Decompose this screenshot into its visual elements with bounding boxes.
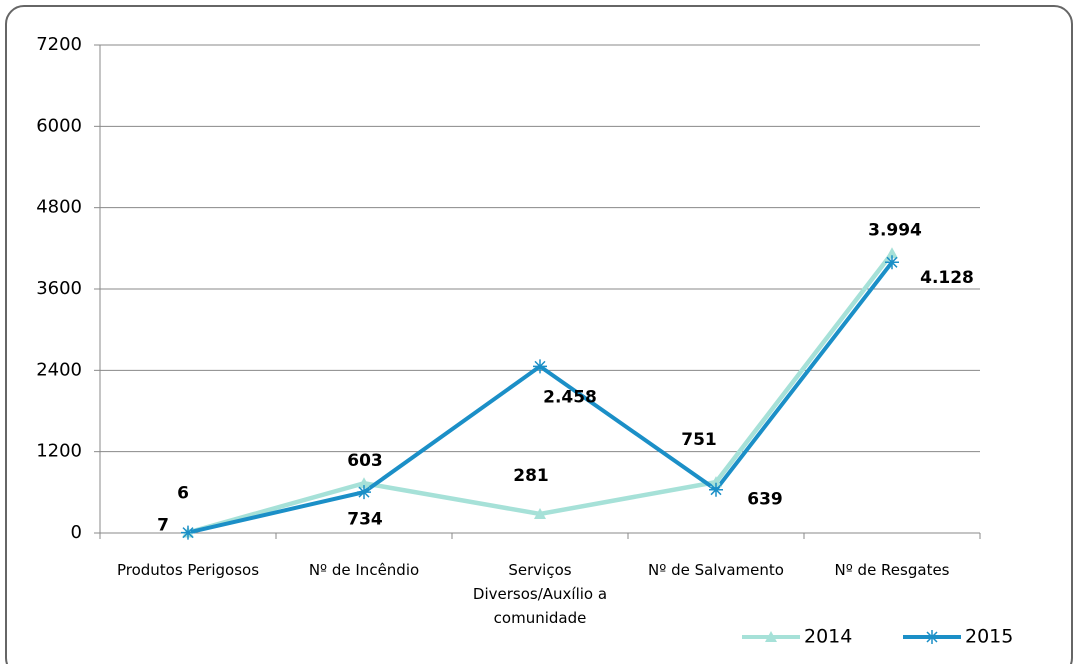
marker	[533, 359, 547, 374]
x-tick-label: Serviços Diversos/Auxílio a comunidade	[472, 561, 608, 627]
marker	[885, 255, 899, 270]
x-tick-label: Nº de Resgates	[834, 561, 950, 579]
data-label: 751	[681, 430, 717, 450]
legend-label: 2014	[804, 626, 852, 648]
marker	[181, 525, 195, 540]
data-label: 2.458	[543, 387, 597, 407]
data-label: 7	[157, 516, 169, 536]
y-tick-label: 0	[71, 522, 82, 543]
y-tick-label: 4800	[36, 197, 82, 218]
x-tick-label: Nº de Salvamento	[648, 561, 784, 579]
marker	[358, 477, 370, 489]
y-tick-label: 6000	[36, 115, 82, 136]
y-tick-label: 2400	[36, 359, 82, 380]
data-label: 6	[177, 484, 189, 504]
data-label: 4.128	[920, 268, 974, 288]
marker	[534, 507, 546, 519]
data-label: 281	[513, 466, 549, 486]
y-tick-label: 7200	[36, 34, 82, 55]
legend-label: 2015	[965, 626, 1013, 648]
x-tick-label: Nº de Incêndio	[308, 561, 420, 579]
data-label: 603	[347, 451, 383, 471]
y-tick-label: 3600	[36, 278, 82, 299]
marker	[765, 631, 777, 642]
data-label: 3.994	[868, 220, 922, 240]
marker	[357, 485, 371, 500]
marker	[710, 476, 722, 488]
chart-border	[5, 5, 1073, 664]
y-tick-label: 1200	[36, 441, 82, 462]
marker	[709, 482, 723, 497]
marker	[925, 630, 939, 644]
x-tick-label: Produtos Perigosos	[116, 561, 260, 579]
marker	[886, 247, 898, 259]
data-label: 734	[347, 509, 383, 529]
data-label: 639	[747, 490, 783, 510]
